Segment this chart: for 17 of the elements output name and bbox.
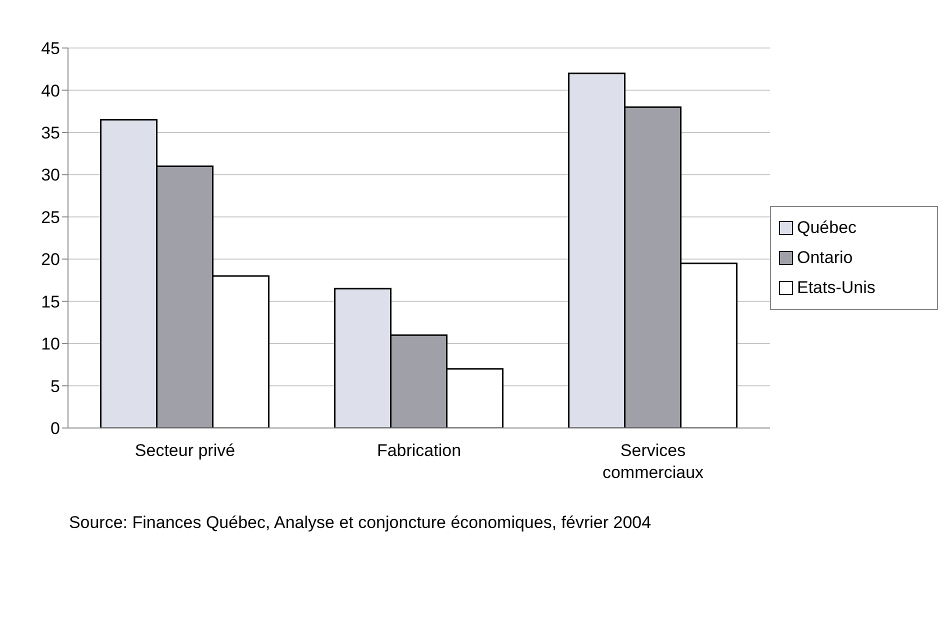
- legend-label: Québec: [797, 217, 857, 239]
- y-tick-label: 25: [41, 208, 60, 227]
- legend-label: Ontario: [797, 247, 853, 269]
- y-tick-label: 15: [41, 292, 60, 312]
- y-tick-label: 10: [41, 334, 60, 354]
- x-tick-label: Fabrication: [376, 441, 462, 460]
- legend-label: Etats-Unis: [797, 277, 876, 299]
- y-tick-label: 5: [50, 376, 60, 396]
- source-note: Source: Finances Québec, Analyse et conjoncture économiques, février 2004: [68, 512, 652, 534]
- y-tick-label: 0: [50, 419, 60, 438]
- y-tick-label: 40: [41, 81, 60, 100]
- y-tick-label: 20: [41, 250, 60, 270]
- y-tick-label: 35: [41, 123, 60, 142]
- y-tick-label: 30: [41, 166, 60, 185]
- x-tick-label: Secteur privé: [134, 441, 236, 460]
- x-tick-label: Services commerciaux: [602, 441, 704, 482]
- y-tick-label: 45: [41, 39, 60, 58]
